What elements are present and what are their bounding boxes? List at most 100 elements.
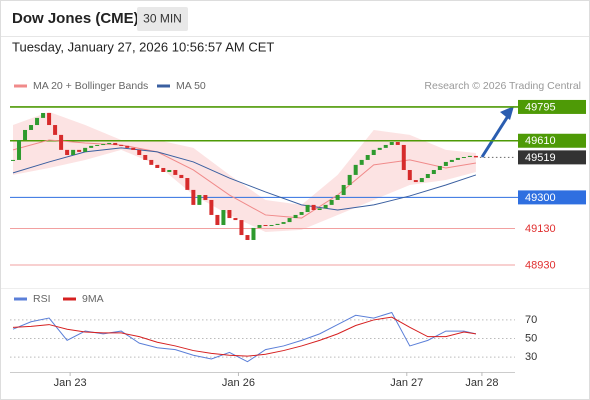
level-label: 49795: [525, 101, 556, 113]
candle: [347, 174, 352, 185]
candle: [329, 199, 334, 205]
candle: [401, 144, 406, 170]
header-bg: [1, 1, 589, 36]
candle: [83, 147, 88, 152]
candle: [455, 157, 460, 160]
candle: [287, 218, 292, 223]
level-box: [518, 190, 586, 205]
candle: [173, 169, 178, 175]
candle: [101, 144, 106, 146]
level-box: [518, 133, 586, 148]
candle: [275, 223, 280, 225]
ma-line: [12, 147, 477, 211]
candle: [389, 142, 394, 145]
candle: [407, 169, 412, 181]
candle: [431, 169, 436, 175]
timestamp: Tuesday, January 27, 2026 10:56:57 AM CE…: [12, 39, 274, 54]
candle: [371, 149, 376, 156]
candle: [359, 159, 364, 165]
level-label: 49519: [525, 152, 556, 164]
candle: [245, 235, 250, 240]
candle: [29, 125, 34, 130]
candle: [341, 184, 346, 196]
candle: [467, 155, 472, 158]
candle: [419, 178, 424, 183]
candle: [281, 222, 286, 224]
candle: [23, 129, 28, 141]
candle: [119, 144, 124, 146]
level-label: 48930: [525, 259, 556, 271]
oscillator-line: [12, 316, 476, 357]
candle: [437, 165, 442, 170]
candle: [125, 145, 130, 148]
candle: [65, 149, 70, 156]
candle: [95, 144, 100, 146]
candle: [227, 210, 232, 219]
candle: [47, 112, 52, 126]
candle: [11, 159, 16, 161]
candle: [269, 224, 274, 226]
candle: [203, 195, 208, 200]
y-tick-label: 70: [525, 314, 537, 326]
candle: [449, 159, 454, 162]
source: Research © 2026 Trading Central: [424, 80, 581, 92]
candle: [335, 195, 340, 200]
candle: [161, 167, 166, 172]
level-label: 49610: [525, 135, 556, 147]
y-tick-label: 30: [525, 351, 537, 363]
candle: [377, 147, 382, 150]
timeframe[interactable]: 30 MIN: [143, 12, 182, 26]
x-tick-label: Jan 26: [222, 377, 255, 389]
candle: [35, 117, 40, 126]
candle: [305, 204, 310, 213]
candle: [179, 174, 184, 179]
candle: [167, 169, 172, 172]
x-tick-label: Jan 23: [54, 377, 87, 389]
level-label: 49300: [525, 192, 556, 204]
candle: [239, 220, 244, 236]
candle: [365, 155, 370, 160]
candle: [17, 140, 22, 160]
candle: [149, 159, 154, 165]
candle: [185, 178, 190, 190]
candle: [59, 134, 64, 150]
candle: [263, 224, 268, 226]
level-label: 49130: [525, 223, 556, 235]
candle: [197, 195, 202, 205]
candle: [143, 155, 148, 160]
candle: [323, 204, 328, 209]
candle: [137, 149, 142, 156]
candle: [71, 149, 76, 156]
candle: [293, 214, 298, 219]
candle: [353, 164, 358, 175]
candle: [383, 144, 388, 148]
candle: [443, 161, 448, 166]
legend-label: 9MA: [82, 293, 104, 305]
candle: [395, 142, 400, 145]
level-box: [518, 150, 586, 165]
candle: [251, 227, 256, 240]
forecast-arrow: [480, 115, 510, 158]
candle: [233, 218, 238, 221]
candle: [413, 180, 418, 183]
y-tick-label: 50: [525, 332, 537, 344]
timeframe-badge[interactable]: [137, 7, 188, 31]
candle: [257, 224, 262, 228]
candle: [77, 149, 82, 152]
candle: [131, 147, 136, 150]
candle: [209, 199, 214, 215]
candle: [155, 164, 160, 168]
x-tick-label: Jan 28: [465, 377, 498, 389]
candle: [53, 125, 58, 135]
x-tick-label: Jan 27: [390, 377, 423, 389]
candle: [191, 189, 196, 205]
candle: [107, 142, 112, 145]
candle: [461, 157, 466, 159]
candle: [41, 112, 46, 118]
candle: [113, 142, 118, 145]
candle: [215, 214, 220, 225]
legend-label: MA 20 + Bollinger Bands: [33, 80, 148, 92]
